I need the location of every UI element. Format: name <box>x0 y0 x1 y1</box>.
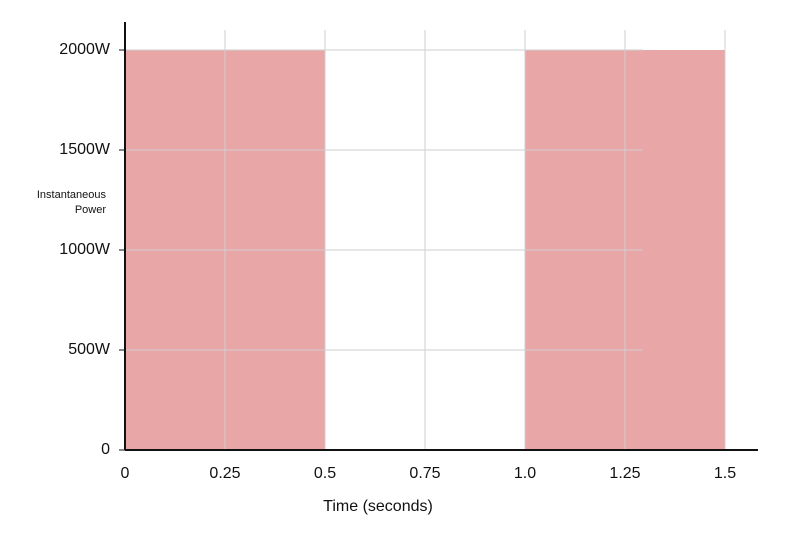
y-axis-label: Instantaneous Power <box>36 189 106 216</box>
x-tick-label: 0.25 <box>209 465 240 482</box>
y-tick-label: 1500W <box>59 141 111 158</box>
x-tick-label: 0 <box>121 465 130 482</box>
y-tick-label: 0 <box>101 441 110 458</box>
y-tick-label: 2000W <box>59 41 111 58</box>
x-tick-label: 0.75 <box>409 465 440 482</box>
x-axis-label: Time (seconds) <box>323 498 433 515</box>
x-tick-label: 1.0 <box>514 465 536 482</box>
y-tick-label: 500W <box>68 341 111 358</box>
x-tick-label: 1.5 <box>714 465 736 482</box>
x-tick-label: 1.25 <box>609 465 640 482</box>
y-tick-label: 1000W <box>59 241 111 258</box>
x-tick-label: 0.5 <box>314 465 336 482</box>
